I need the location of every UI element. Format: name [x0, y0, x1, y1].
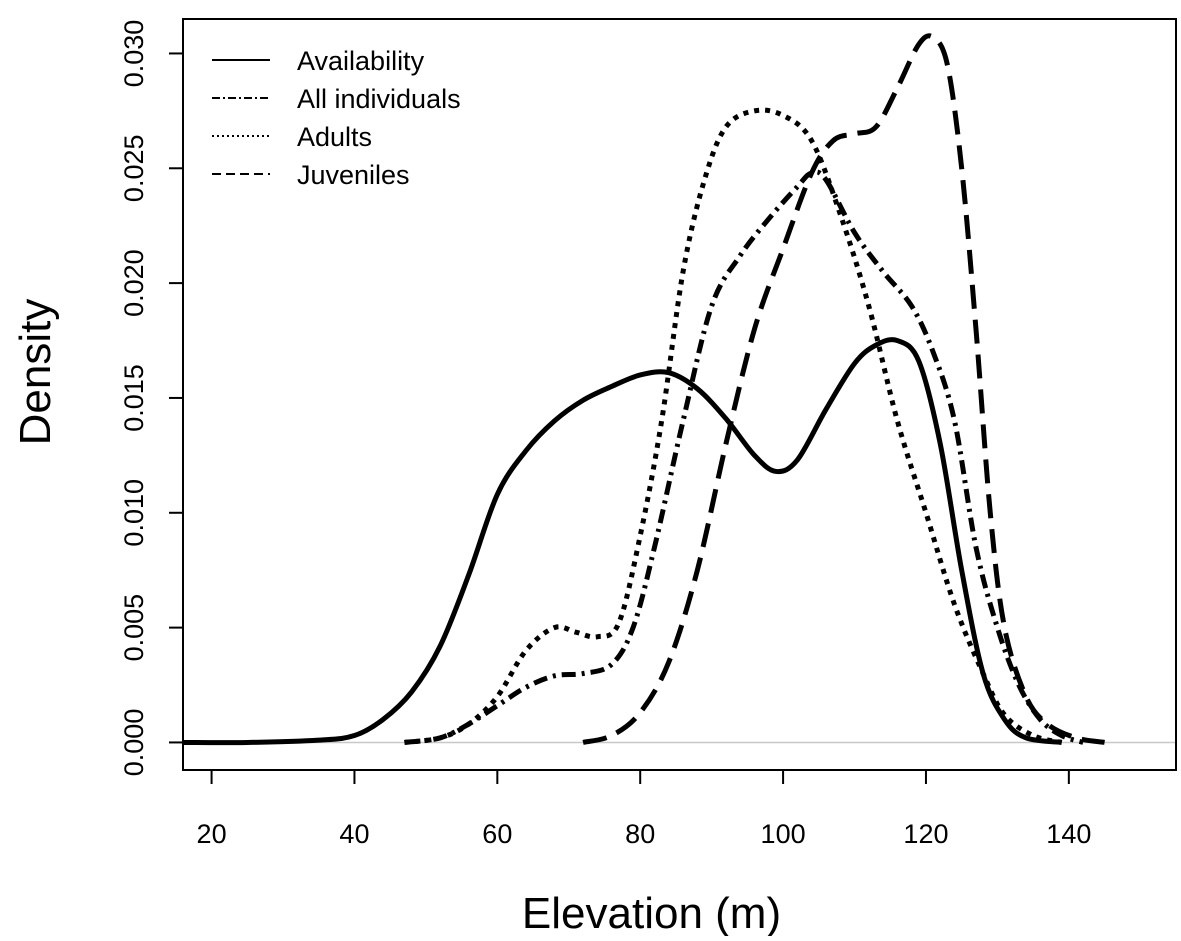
series-line-all-individuals: [404, 169, 1084, 745]
x-axis: 20 40 60 80 100 120 140: [197, 770, 1091, 849]
x-tick-label: 120: [903, 819, 948, 849]
y-tick-label: 0.005: [119, 594, 149, 662]
y-axis: 0.000 0.005 0.010 0.015 0.020 0.025 0.030: [119, 20, 183, 777]
legend-label-adults: Adults: [297, 122, 372, 152]
x-tick-label: 20: [197, 819, 227, 849]
y-tick-label: 0.020: [119, 249, 149, 317]
x-tick-label: 40: [339, 819, 369, 849]
plot-frame: [182, 18, 1177, 771]
legend: Availability All individuals Adults Juvenil…: [212, 46, 461, 190]
legend-label-juveniles: Juveniles: [297, 160, 410, 190]
y-tick-label: 0.000: [119, 709, 149, 777]
x-tick-label: 140: [1046, 819, 1091, 849]
y-axis-title: Density: [11, 299, 60, 446]
series-layer: [182, 33, 1105, 746]
x-tick-label: 60: [482, 819, 512, 849]
series-line-juveniles: [582, 33, 1105, 745]
x-tick-label: 80: [625, 819, 655, 849]
x-axis-title: Elevation (m): [522, 889, 781, 936]
series-line-adults: [404, 107, 1063, 745]
y-tick-label: 0.030: [119, 20, 149, 88]
y-tick-label: 0.010: [119, 479, 149, 547]
y-tick-label: 0.025: [119, 134, 149, 202]
legend-label-all-individuals: All individuals: [297, 84, 461, 114]
x-tick-label: 100: [761, 819, 806, 849]
series-line-availability: [182, 337, 1063, 746]
y-tick-label: 0.015: [119, 364, 149, 432]
legend-label-availability: Availability: [297, 46, 425, 76]
